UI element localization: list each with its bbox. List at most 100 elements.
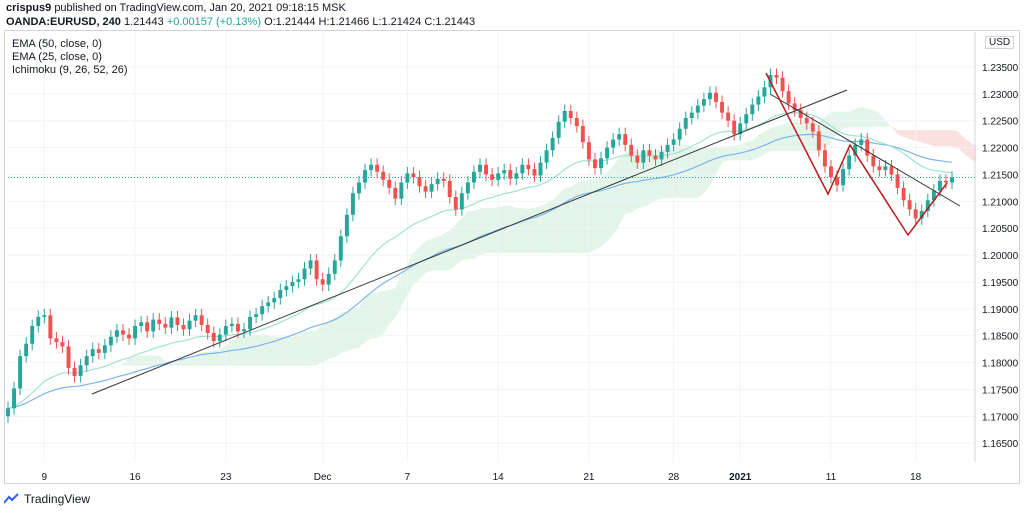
ichimoku-cloud-segment: [824, 111, 831, 149]
ichimoku-cloud-segment: [952, 130, 959, 148]
indicator-ema25[interactable]: EMA (25, close, 0): [12, 51, 102, 63]
ichimoku-cloud-segment: [685, 144, 692, 198]
ichimoku-cloud-segment: [237, 336, 244, 366]
ichimoku-cloud-segment: [637, 151, 644, 209]
ichimoku-cloud-segment: [371, 292, 378, 339]
candle-body: [393, 187, 398, 199]
ichimoku-cloud-segment: [74, 386, 81, 403]
ichimoku-cloud-segment: [141, 355, 148, 366]
ichimoku-cloud-segment: [116, 363, 123, 366]
ichimoku-cloud-segment: [522, 208, 529, 253]
candle-body: [950, 177, 954, 183]
ichimoku-cloud-segment: [891, 126, 898, 135]
candle-body: [919, 210, 924, 219]
ichimoku-cloud-segment: [310, 330, 317, 366]
candle-body: [235, 323, 240, 332]
candle-body: [853, 144, 858, 156]
y-tick-label: 1.17500: [982, 385, 1019, 396]
ichimoku-cloud-segment: [280, 336, 287, 366]
ichimoku-cloud-segment: [486, 207, 493, 253]
ichimoku-cloud-segment: [667, 149, 674, 198]
ichimoku-cloud-segment: [734, 144, 741, 161]
ichimoku-cloud-segment: [407, 253, 414, 296]
x-tick-label: 23: [220, 472, 232, 483]
y-tick-label: 1.19500: [982, 278, 1019, 289]
indicator-ema50[interactable]: EMA (50, close, 0): [12, 38, 102, 50]
footer-brand[interactable]: TradingView: [4, 492, 90, 506]
ichimoku-cloud-segment: [601, 172, 608, 247]
candle-body: [720, 101, 725, 113]
price-change: +0.00157 (+0.13%): [166, 16, 261, 28]
ichimoku-cloud-segment: [933, 130, 940, 147]
symbol-name[interactable]: OANDA:EURUSD, 240: [6, 16, 121, 28]
candle-body: [895, 174, 900, 188]
candle-body: [647, 150, 652, 156]
candle-body: [822, 150, 827, 167]
candle-body: [726, 112, 731, 121]
ichimoku-cloud-segment: [147, 355, 154, 366]
y-tick-label: 1.20000: [982, 251, 1019, 262]
ohlc-open: O:1.21444: [264, 16, 316, 28]
candle-body: [877, 166, 882, 171]
candle-body: [320, 279, 325, 285]
candle-body: [617, 134, 622, 140]
candle-body: [689, 112, 694, 118]
candle-body: [211, 333, 216, 342]
ichimoku-cloud-segment: [697, 148, 704, 198]
candle-body: [411, 173, 416, 178]
ichimoku-cloud-segment: [383, 290, 390, 335]
ichimoku-cloud-segment: [570, 183, 577, 253]
ichimoku-cloud-segment: [855, 106, 862, 128]
candle-body: [605, 147, 610, 159]
ichimoku-cloud-segment: [879, 113, 886, 127]
ichimoku-cloud-segment: [758, 131, 765, 158]
ichimoku-cloud-segment: [340, 311, 347, 354]
candle-body: [659, 151, 664, 160]
candle-body: [907, 200, 912, 210]
candle-body: [599, 158, 603, 168]
ichimoku-cloud-segment: [564, 187, 571, 253]
candle-body: [937, 180, 942, 191]
currency-badge[interactable]: USD: [985, 36, 1015, 49]
candle-body: [350, 193, 355, 215]
y-tick-label: 1.18000: [982, 359, 1019, 370]
candle-body: [671, 139, 676, 145]
candle-body: [568, 111, 573, 118]
ichimoku-cloud-segment: [849, 108, 856, 128]
ichimoku-cloud-segment: [867, 108, 874, 128]
candle-body: [145, 322, 150, 332]
candle-body: [865, 139, 870, 156]
ichimoku-cloud-segment: [861, 106, 868, 128]
candle-body: [780, 77, 785, 92]
candle-body: [24, 343, 29, 357]
chart-frame: [4, 30, 1020, 484]
candle-body: [847, 155, 852, 170]
candle-body: [913, 209, 918, 219]
ichimoku-cloud-segment: [770, 126, 777, 152]
ichimoku-cloud-segment: [837, 111, 844, 135]
ichimoku-cloud-segment: [655, 149, 662, 201]
candle-body: [562, 111, 567, 122]
candle-body: [205, 324, 210, 333]
candle-body: [36, 316, 41, 327]
author-name[interactable]: crispus9: [6, 2, 52, 14]
candle-body: [308, 260, 313, 269]
candle-body: [326, 273, 331, 285]
candle-body: [169, 317, 174, 328]
candle-body: [738, 123, 743, 135]
candle-body: [48, 315, 53, 339]
candle-body: [611, 139, 616, 148]
candle-body: [707, 92, 712, 100]
indicator-ichimoku[interactable]: Ichimoku (9, 26, 52, 26): [12, 64, 128, 76]
x-tick-label: Dec: [314, 472, 332, 483]
ichimoku-cloud-segment: [552, 193, 559, 253]
x-tick-label: 14: [493, 472, 505, 483]
ichimoku-cloud-segment: [607, 165, 614, 241]
ichimoku-cloud-segment: [528, 207, 535, 253]
candle-body: [635, 155, 640, 163]
candle-body: [96, 349, 101, 353]
candle-body: [816, 131, 821, 151]
ichimoku-cloud-segment: [588, 179, 595, 253]
ichimoku-cloud-segment: [558, 188, 565, 253]
